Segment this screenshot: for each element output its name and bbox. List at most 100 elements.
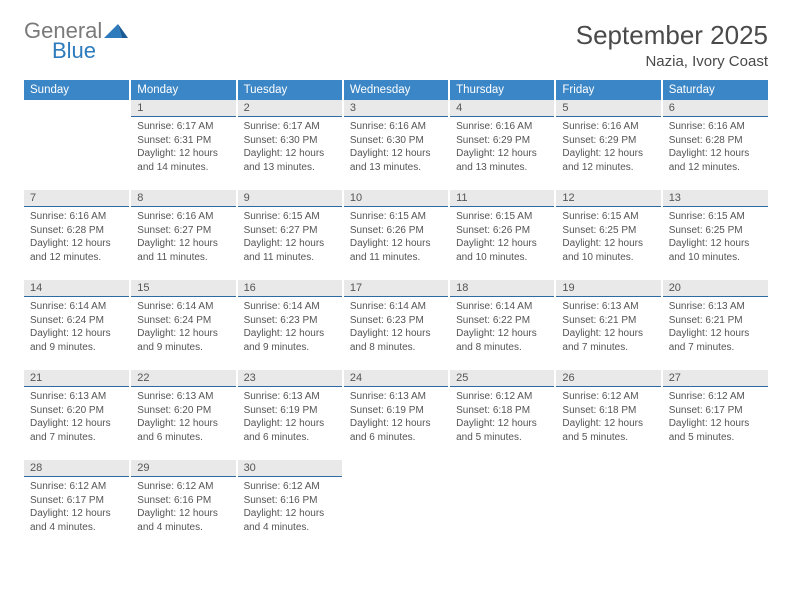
day-details: Sunrise: 6:15 AMSunset: 6:26 PMDaylight:… [344, 207, 448, 270]
calendar-cell [343, 460, 449, 550]
day-number: 21 [24, 370, 129, 387]
calendar-cell: 21Sunrise: 6:13 AMSunset: 6:20 PMDayligh… [24, 370, 130, 460]
calendar-cell: 16Sunrise: 6:14 AMSunset: 6:23 PMDayligh… [237, 280, 343, 370]
day-details: Sunrise: 6:13 AMSunset: 6:20 PMDaylight:… [131, 387, 235, 450]
calendar-cell: 1Sunrise: 6:17 AMSunset: 6:31 PMDaylight… [130, 100, 236, 190]
day-details: Sunrise: 6:14 AMSunset: 6:22 PMDaylight:… [450, 297, 554, 360]
calendar-cell: 25Sunrise: 6:12 AMSunset: 6:18 PMDayligh… [449, 370, 555, 460]
calendar-cell: 18Sunrise: 6:14 AMSunset: 6:22 PMDayligh… [449, 280, 555, 370]
weekday-header: Tuesday [237, 80, 343, 100]
day-details: Sunrise: 6:17 AMSunset: 6:30 PMDaylight:… [238, 117, 342, 180]
day-number: 30 [238, 460, 342, 477]
calendar-week-row: 28Sunrise: 6:12 AMSunset: 6:17 PMDayligh… [24, 460, 768, 550]
calendar-week-row: 1Sunrise: 6:17 AMSunset: 6:31 PMDaylight… [24, 100, 768, 190]
calendar-cell: 12Sunrise: 6:15 AMSunset: 6:25 PMDayligh… [555, 190, 661, 280]
day-number: 12 [556, 190, 660, 207]
day-details: Sunrise: 6:12 AMSunset: 6:18 PMDaylight:… [556, 387, 660, 450]
calendar-cell: 10Sunrise: 6:15 AMSunset: 6:26 PMDayligh… [343, 190, 449, 280]
logo-triangle-icon [104, 20, 128, 40]
day-details: Sunrise: 6:15 AMSunset: 6:25 PMDaylight:… [663, 207, 768, 270]
calendar-cell: 19Sunrise: 6:13 AMSunset: 6:21 PMDayligh… [555, 280, 661, 370]
day-details: Sunrise: 6:15 AMSunset: 6:26 PMDaylight:… [450, 207, 554, 270]
title-location: Nazia, Ivory Coast [576, 53, 768, 70]
day-details: Sunrise: 6:16 AMSunset: 6:29 PMDaylight:… [450, 117, 554, 180]
day-number: 19 [556, 280, 660, 297]
calendar-cell: 17Sunrise: 6:14 AMSunset: 6:23 PMDayligh… [343, 280, 449, 370]
calendar-cell: 28Sunrise: 6:12 AMSunset: 6:17 PMDayligh… [24, 460, 130, 550]
calendar-cell: 13Sunrise: 6:15 AMSunset: 6:25 PMDayligh… [662, 190, 768, 280]
day-details: Sunrise: 6:14 AMSunset: 6:24 PMDaylight:… [24, 297, 129, 360]
calendar-cell: 20Sunrise: 6:13 AMSunset: 6:21 PMDayligh… [662, 280, 768, 370]
day-details: Sunrise: 6:12 AMSunset: 6:16 PMDaylight:… [238, 477, 342, 540]
calendar-cell: 29Sunrise: 6:12 AMSunset: 6:16 PMDayligh… [130, 460, 236, 550]
calendar-header-row: SundayMondayTuesdayWednesdayThursdayFrid… [24, 80, 768, 100]
day-details: Sunrise: 6:12 AMSunset: 6:16 PMDaylight:… [131, 477, 235, 540]
day-details: Sunrise: 6:14 AMSunset: 6:23 PMDaylight:… [344, 297, 448, 360]
day-details: Sunrise: 6:12 AMSunset: 6:17 PMDaylight:… [663, 387, 768, 450]
day-number: 27 [663, 370, 768, 387]
day-number: 14 [24, 280, 129, 297]
day-details: Sunrise: 6:14 AMSunset: 6:24 PMDaylight:… [131, 297, 235, 360]
calendar-cell: 5Sunrise: 6:16 AMSunset: 6:29 PMDaylight… [555, 100, 661, 190]
day-number: 15 [131, 280, 235, 297]
day-details: Sunrise: 6:15 AMSunset: 6:27 PMDaylight:… [238, 207, 342, 270]
day-number: 20 [663, 280, 768, 297]
logo-word2: Blue [52, 40, 102, 62]
day-number: 28 [24, 460, 129, 477]
calendar-week-row: 21Sunrise: 6:13 AMSunset: 6:20 PMDayligh… [24, 370, 768, 460]
calendar-cell: 26Sunrise: 6:12 AMSunset: 6:18 PMDayligh… [555, 370, 661, 460]
day-number: 18 [450, 280, 554, 297]
calendar-cell: 15Sunrise: 6:14 AMSunset: 6:24 PMDayligh… [130, 280, 236, 370]
day-details: Sunrise: 6:16 AMSunset: 6:29 PMDaylight:… [556, 117, 660, 180]
calendar-cell: 24Sunrise: 6:13 AMSunset: 6:19 PMDayligh… [343, 370, 449, 460]
day-number: 17 [344, 280, 448, 297]
weekday-header: Sunday [24, 80, 130, 100]
day-number: 26 [556, 370, 660, 387]
calendar-table: SundayMondayTuesdayWednesdayThursdayFrid… [24, 80, 768, 550]
calendar-cell: 2Sunrise: 6:17 AMSunset: 6:30 PMDaylight… [237, 100, 343, 190]
day-number: 7 [24, 190, 129, 207]
calendar-cell: 7Sunrise: 6:16 AMSunset: 6:28 PMDaylight… [24, 190, 130, 280]
calendar-cell: 27Sunrise: 6:12 AMSunset: 6:17 PMDayligh… [662, 370, 768, 460]
logo: General Blue [24, 20, 128, 62]
weekday-header: Saturday [662, 80, 768, 100]
calendar-cell: 22Sunrise: 6:13 AMSunset: 6:20 PMDayligh… [130, 370, 236, 460]
title-block: September 2025 Nazia, Ivory Coast [576, 20, 768, 70]
calendar-week-row: 7Sunrise: 6:16 AMSunset: 6:28 PMDaylight… [24, 190, 768, 280]
calendar-cell: 23Sunrise: 6:13 AMSunset: 6:19 PMDayligh… [237, 370, 343, 460]
day-details: Sunrise: 6:13 AMSunset: 6:21 PMDaylight:… [556, 297, 660, 360]
day-details: Sunrise: 6:16 AMSunset: 6:30 PMDaylight:… [344, 117, 448, 180]
day-details: Sunrise: 6:16 AMSunset: 6:28 PMDaylight:… [663, 117, 768, 180]
weekday-header: Wednesday [343, 80, 449, 100]
calendar-cell: 8Sunrise: 6:16 AMSunset: 6:27 PMDaylight… [130, 190, 236, 280]
day-number: 5 [556, 100, 660, 117]
weekday-header: Friday [555, 80, 661, 100]
title-month: September 2025 [576, 20, 768, 51]
calendar-cell [24, 100, 130, 190]
weekday-header: Monday [130, 80, 236, 100]
day-details: Sunrise: 6:14 AMSunset: 6:23 PMDaylight:… [238, 297, 342, 360]
page-header: General Blue September 2025 Nazia, Ivory… [24, 20, 768, 70]
day-number: 13 [663, 190, 768, 207]
day-details: Sunrise: 6:15 AMSunset: 6:25 PMDaylight:… [556, 207, 660, 270]
calendar-cell [449, 460, 555, 550]
calendar-week-row: 14Sunrise: 6:14 AMSunset: 6:24 PMDayligh… [24, 280, 768, 370]
day-number: 4 [450, 100, 554, 117]
day-number: 9 [238, 190, 342, 207]
day-number: 2 [238, 100, 342, 117]
day-number: 11 [450, 190, 554, 207]
day-details: Sunrise: 6:13 AMSunset: 6:19 PMDaylight:… [344, 387, 448, 450]
day-number: 10 [344, 190, 448, 207]
day-number: 8 [131, 190, 235, 207]
day-number: 6 [663, 100, 768, 117]
calendar-cell [662, 460, 768, 550]
calendar-cell [555, 460, 661, 550]
calendar-cell: 4Sunrise: 6:16 AMSunset: 6:29 PMDaylight… [449, 100, 555, 190]
day-details: Sunrise: 6:12 AMSunset: 6:18 PMDaylight:… [450, 387, 554, 450]
day-details: Sunrise: 6:17 AMSunset: 6:31 PMDaylight:… [131, 117, 235, 180]
day-number: 25 [450, 370, 554, 387]
day-number: 24 [344, 370, 448, 387]
day-details: Sunrise: 6:13 AMSunset: 6:20 PMDaylight:… [24, 387, 129, 450]
day-number: 1 [131, 100, 235, 117]
weekday-header: Thursday [449, 80, 555, 100]
